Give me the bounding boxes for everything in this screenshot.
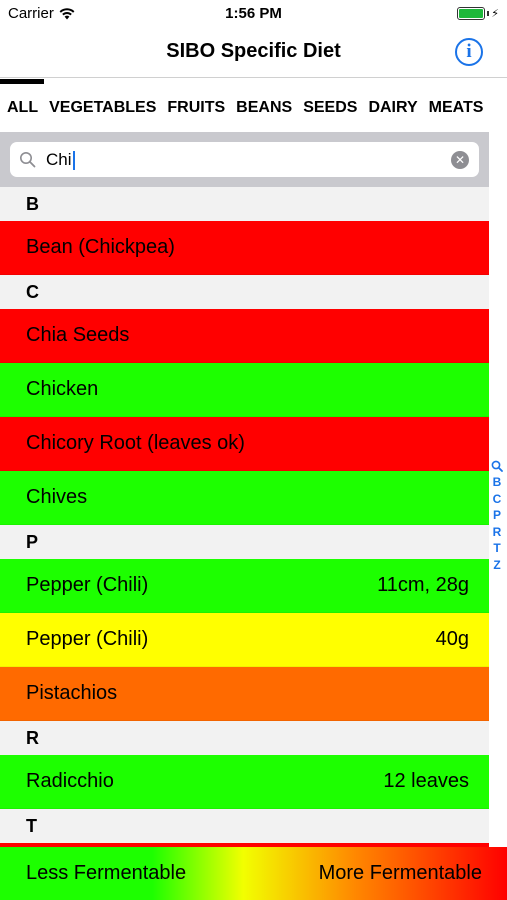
food-name: Pepper (Chili) bbox=[26, 628, 149, 650]
food-name: Chia Seeds bbox=[26, 324, 130, 346]
food-name: Chicken bbox=[26, 378, 99, 400]
tab-all[interactable]: ALL bbox=[7, 99, 39, 116]
tab-beans[interactable]: BEANS bbox=[236, 99, 293, 116]
index-letter[interactable]: Z bbox=[493, 557, 501, 572]
info-icon[interactable]: i bbox=[455, 38, 483, 66]
status-bar: Carrier 1:56 PM ⚡ bbox=[0, 0, 507, 30]
food-row[interactable] bbox=[0, 843, 489, 847]
food-amount: 11cm, 28g bbox=[377, 574, 469, 596]
text-caret bbox=[72, 151, 75, 171]
food-row[interactable]: Pepper (Chili) 40g bbox=[0, 613, 489, 667]
selected-tab-indicator bbox=[0, 79, 44, 84]
carrier-label: Carrier bbox=[8, 5, 54, 22]
index-letter[interactable]: T bbox=[493, 541, 501, 555]
navigation-bar: SIBO Specific Diet i bbox=[0, 30, 507, 78]
food-row[interactable]: Chives bbox=[0, 471, 489, 525]
wifi-icon bbox=[59, 7, 75, 19]
index-letter[interactable]: R bbox=[492, 524, 502, 539]
search-bar: Chi ✕ bbox=[0, 132, 489, 187]
food-row[interactable]: Chicken bbox=[0, 363, 489, 417]
clear-icon[interactable]: ✕ bbox=[451, 151, 469, 169]
battery-icon: ⚡ bbox=[457, 7, 499, 20]
section-header: B bbox=[0, 187, 489, 221]
search-field[interactable]: Chi ✕ bbox=[10, 142, 479, 177]
tab-fruits[interactable]: FRUITS bbox=[167, 99, 226, 116]
battery-fill bbox=[459, 9, 484, 18]
food-name: Pistachios bbox=[26, 682, 118, 704]
food-row[interactable]: Chia Seeds bbox=[0, 309, 489, 363]
category-tabs: ALL VEGETABLES FRUITS BEANS SEEDS DAIRY MEATS bbox=[0, 79, 507, 131]
section-header: R bbox=[0, 721, 489, 755]
index-letter[interactable]: B bbox=[492, 475, 502, 489]
food-name: Bean (Chickpea) bbox=[26, 236, 175, 258]
tab-vegetables[interactable]: VEGETABLES bbox=[49, 99, 157, 116]
food-row[interactable]: Bean (Chickpea) bbox=[0, 221, 489, 275]
food-row[interactable]: Pepper (Chili) 11cm, 28g bbox=[0, 559, 489, 613]
food-amount: 12 leaves bbox=[383, 770, 469, 792]
food-name: Chives bbox=[26, 486, 88, 508]
index-letter[interactable]: P bbox=[492, 508, 501, 522]
food-row[interactable]: Radicchio 12 leaves bbox=[0, 755, 489, 809]
food-name: Radicchio bbox=[26, 770, 114, 792]
section-header: P bbox=[0, 525, 489, 559]
carrier-group: Carrier bbox=[8, 5, 75, 22]
tab-row: ALL VEGETABLES FRUITS BEANS SEEDS DAIRY MEATS bbox=[7, 99, 483, 117]
legend-more-label: More Fermentable bbox=[318, 862, 482, 884]
food-list[interactable]: B Bean (Chickpea) C Chia Seeds Chicken Chicor… bbox=[0, 187, 489, 847]
tab-dairy[interactable]: DAIRY bbox=[368, 99, 418, 116]
food-name: Pepper (Chili) bbox=[26, 574, 149, 596]
index-letter[interactable]: C bbox=[492, 491, 502, 506]
clock: 1:56 PM bbox=[225, 5, 282, 22]
search-icon bbox=[20, 152, 36, 168]
search-input[interactable]: Chi bbox=[46, 149, 436, 171]
food-row[interactable]: Pistachios bbox=[0, 667, 489, 721]
section-header: T bbox=[0, 809, 489, 843]
food-amount: 40g bbox=[435, 628, 469, 650]
tab-meats[interactable]: MEATS bbox=[428, 99, 484, 116]
food-name: Chicory Root (leaves ok) bbox=[26, 432, 245, 454]
legend-less-label: Less Fermentable bbox=[26, 862, 187, 884]
food-row[interactable]: Chicory Root (leaves ok) bbox=[0, 417, 489, 471]
charging-bolt-icon: ⚡ bbox=[491, 8, 499, 20]
section-header: C bbox=[0, 275, 489, 309]
index-search-icon[interactable] bbox=[491, 460, 503, 472]
tab-seeds[interactable]: SEEDS bbox=[303, 99, 358, 116]
fermentability-legend: Less Fermentable More Fermentable bbox=[0, 847, 507, 900]
page-title: SIBO Specific Diet bbox=[166, 40, 341, 62]
